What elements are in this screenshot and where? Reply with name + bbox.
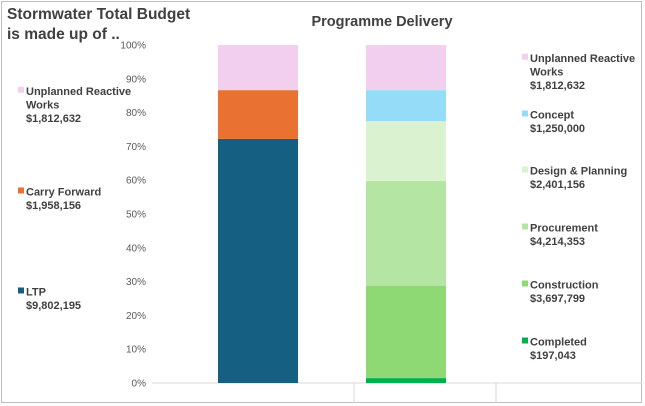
y-tick-label-6: 60% bbox=[126, 176, 146, 187]
bar-1-segment-unplanned-reactive-works bbox=[218, 45, 298, 91]
left-legend-carry-forward-line-0: Carry Forward bbox=[26, 187, 101, 199]
left-legend-ltp-swatch bbox=[18, 287, 24, 294]
right-legend-completed-line-0: Completed bbox=[530, 337, 587, 349]
left-legend-unplanned-reactive-works-line-2: $1,812,632 bbox=[26, 113, 81, 125]
right-legend-unplanned-reactive-works-line-1: Works bbox=[530, 66, 563, 78]
right-legend: Completed$197,043 Construction$3,697,799 P… bbox=[522, 53, 635, 362]
left-legend-ltp-line-1: $9,802,195 bbox=[26, 300, 81, 312]
right-legend-completed-swatch bbox=[522, 337, 528, 344]
chart-title-left-line-1: Stormwater Total Budget bbox=[7, 6, 190, 23]
right-legend-unplanned-reactive-works-line-2: $1,812,632 bbox=[530, 80, 585, 92]
right-legend-concept-swatch bbox=[522, 110, 528, 117]
right-legend-procurement-line-1: $4,214,353 bbox=[530, 236, 585, 248]
bar-2-segment-construction bbox=[366, 286, 446, 379]
left-legend-carry-forward-line-1: $1,958,156 bbox=[26, 200, 81, 212]
right-legend-procurement-line-0: Procurement bbox=[530, 223, 598, 235]
right-legend-design-planning-line-1: $2,401,156 bbox=[530, 179, 585, 191]
right-legend-completed-line-1: $197,043 bbox=[530, 350, 576, 362]
chart-title-left-line-2: is made up of .. bbox=[7, 26, 120, 43]
y-tick-label-7: 70% bbox=[126, 142, 146, 153]
bars-group bbox=[218, 45, 446, 383]
left-legend-ltp-line-0: LTP bbox=[26, 287, 46, 299]
right-legend-construction-line-0: Construction bbox=[530, 280, 599, 292]
right-legend-concept-line-1: $1,250,000 bbox=[530, 123, 585, 135]
y-tick-label-3: 30% bbox=[126, 277, 146, 288]
y-tick-label-5: 50% bbox=[126, 210, 146, 221]
right-legend-concept-line-0: Concept bbox=[530, 110, 574, 122]
chart-title-right: Programme Delivery bbox=[311, 14, 452, 30]
bar-1-segment-ltp bbox=[218, 138, 298, 383]
y-tick-label-4: 40% bbox=[126, 243, 146, 254]
right-legend-unplanned-reactive-works-line-0: Unplanned Reactive bbox=[530, 53, 635, 65]
right-legend-procurement-swatch bbox=[522, 223, 528, 230]
right-legend-construction-swatch bbox=[522, 280, 528, 287]
right-legend-construction-line-1: $3,697,799 bbox=[530, 293, 585, 305]
bar-2-segment-unplanned-reactive-works bbox=[366, 45, 446, 91]
y-tick-label-1: 10% bbox=[126, 345, 146, 356]
right-legend-design-planning-line-0: Design & Planning bbox=[530, 166, 627, 178]
left-legend: LTP$9,802,195 Carry Forward$1,958,156 Unpl… bbox=[18, 86, 131, 312]
y-tick-label-0: 0% bbox=[132, 379, 147, 390]
bar-2-segment-design-planning bbox=[366, 121, 446, 182]
left-legend-carry-forward-swatch bbox=[18, 187, 24, 194]
bar-2-segment-completed bbox=[366, 378, 446, 383]
y-tick-label-9: 90% bbox=[126, 74, 146, 85]
bar-2-segment-concept bbox=[366, 90, 446, 122]
bar-2-segment-procurement bbox=[366, 181, 446, 287]
left-legend-unplanned-reactive-works-line-0: Unplanned Reactive bbox=[26, 86, 131, 98]
right-legend-design-planning-swatch bbox=[522, 166, 528, 173]
y-tick-label-2: 20% bbox=[126, 311, 146, 322]
right-legend-unplanned-reactive-works-swatch bbox=[522, 53, 528, 60]
left-legend-unplanned-reactive-works-line-1: Works bbox=[26, 99, 59, 111]
bar-1-segment-carry-forward bbox=[218, 90, 298, 139]
y-tick-label-10: 100% bbox=[120, 41, 146, 52]
y-tick-label-8: 80% bbox=[126, 108, 146, 119]
left-legend-unplanned-reactive-works-swatch bbox=[18, 86, 24, 93]
